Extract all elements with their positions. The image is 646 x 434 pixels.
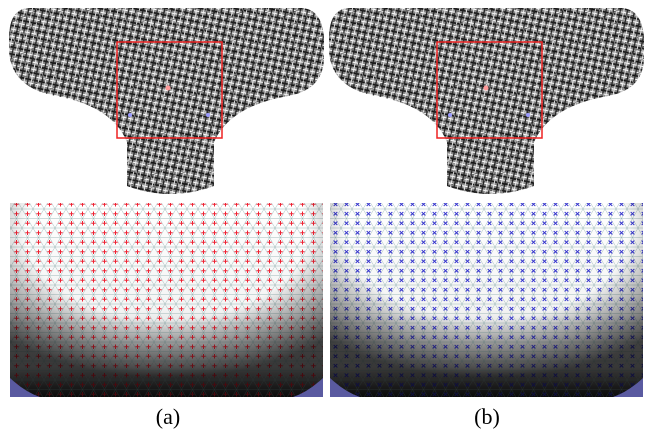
figure: (a) (b) <box>0 0 646 434</box>
surface-a <box>9 8 324 194</box>
closeup-a <box>10 203 323 397</box>
closeup-b <box>330 203 643 397</box>
caption-label: (b) <box>474 404 500 429</box>
caption-label: (a) <box>156 404 180 429</box>
surface-b <box>329 8 644 194</box>
